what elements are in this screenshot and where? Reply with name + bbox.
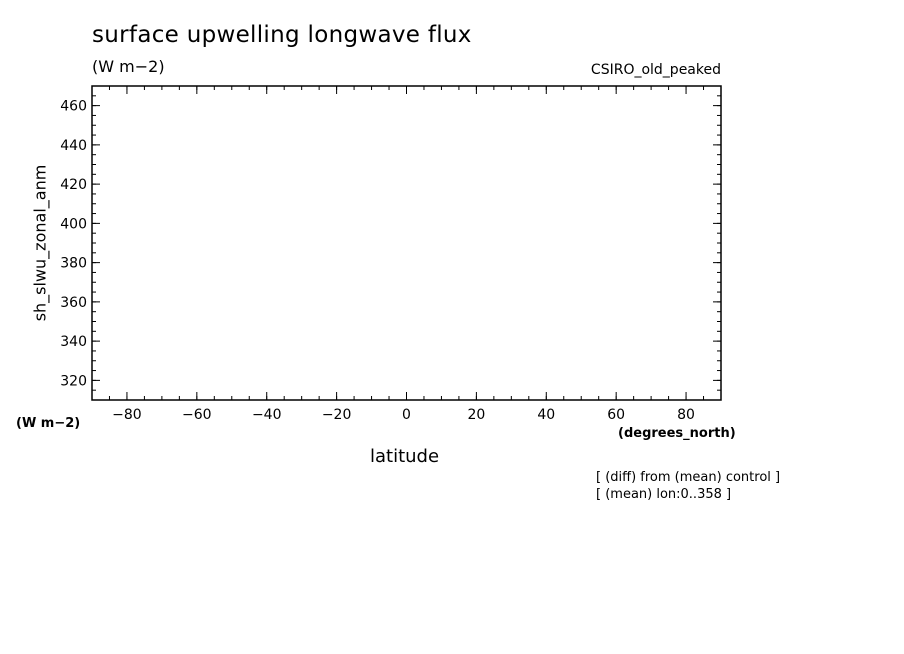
y-tick-label: 340 [60,334,87,350]
x-tick-label: 80 [677,407,695,423]
x-axis-label: latitude [370,446,440,467]
x-tick-label: 60 [607,407,625,423]
plot-frame [91,85,722,401]
x-tick-label: −60 [182,407,212,423]
x-tick-label: −20 [322,407,352,423]
x-tick-label: −80 [112,407,142,423]
y-tick-label: 400 [60,216,87,232]
x-axis-units: (degrees_north) [618,426,736,441]
y-tick-label: 360 [60,295,87,311]
axis-ticks: −80 −60 −40 −20 0 20 40 60 80 320 340 360 380 400 420 4… [60,85,722,423]
note-mean: [ (mean) lon:0..358 ] [596,487,732,502]
chart-title: surface upwelling longwave flux [92,22,472,48]
model-label: CSIRO_old_peaked [590,62,721,78]
y-tick-label: 380 [60,256,87,272]
x-tick-label: −40 [252,407,282,423]
chart-units: (W m−2) [92,57,165,76]
y-tick-label: 440 [60,138,87,154]
y-tick-label: 320 [60,373,87,389]
x-tick-label: 0 [402,407,411,423]
y-tick-label: 460 [60,99,87,115]
y-axis-units: (W m−2) [16,416,81,431]
y-tick-label: 420 [60,177,87,193]
x-tick-label: 40 [537,407,555,423]
x-tick-label: 20 [467,407,485,423]
note-diff: [ (diff) from (mean) control ] [596,470,781,485]
